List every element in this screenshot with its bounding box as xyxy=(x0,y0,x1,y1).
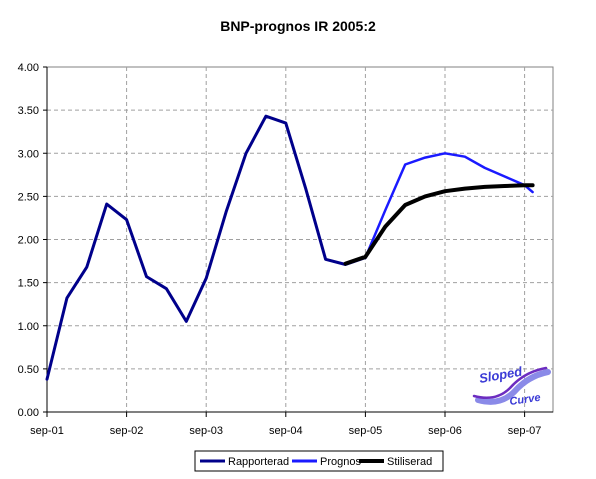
x-tick-label: sep-03 xyxy=(189,425,223,437)
legend-box xyxy=(194,450,444,472)
legend-label: Stiliserad xyxy=(387,456,432,468)
legend: Rapporterad Prognos Stiliserad xyxy=(194,450,444,472)
x-tick-label: sep-07 xyxy=(508,425,542,437)
y-tick-label: 3.50 xyxy=(18,105,39,117)
y-tick-label: 1.50 xyxy=(18,278,39,290)
x-tick-label: sep-02 xyxy=(110,425,144,437)
x-tick-label: sep-05 xyxy=(349,425,383,437)
y-tick-label: 4.00 xyxy=(18,62,39,74)
x-tick-label: sep-01 xyxy=(30,425,64,437)
x-tick-label: sep-06 xyxy=(428,425,462,437)
y-tick-label: 0.50 xyxy=(18,364,39,376)
legend-label: Rapporterad xyxy=(228,456,289,468)
logo-swoosh xyxy=(475,369,551,405)
series-line-rapporterad xyxy=(45,114,367,381)
legend-label: Prognos xyxy=(320,456,361,468)
chart-title: BNP-prognos IR 2005:2 xyxy=(220,18,376,34)
x-tick-label: sep-04 xyxy=(269,425,303,437)
y-tick-label: 1.00 xyxy=(18,321,39,333)
y-tick-label: 0.00 xyxy=(18,407,39,419)
y-tick-label: 2.50 xyxy=(18,191,39,203)
y-tick-label: 2.00 xyxy=(18,235,39,247)
logo-text-line2: Curve xyxy=(509,392,542,408)
y-tick-label: 3.00 xyxy=(18,148,39,160)
series-line-prognos xyxy=(364,152,534,259)
logo-swoosh-line xyxy=(472,366,548,399)
series-line-stiliserad xyxy=(343,183,535,266)
